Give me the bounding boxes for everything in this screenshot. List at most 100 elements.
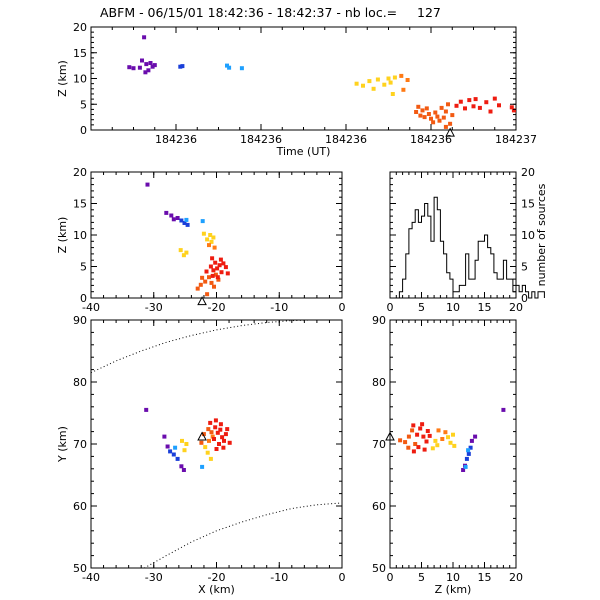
- source-point: [179, 464, 184, 469]
- source-point: [148, 61, 153, 65]
- source-point: [184, 217, 189, 222]
- source-point: [219, 270, 224, 275]
- y2-tick-label: 15: [521, 198, 535, 211]
- source-point: [215, 430, 220, 435]
- source-point: [448, 440, 453, 445]
- source-point: [206, 427, 211, 432]
- source-point: [208, 456, 213, 461]
- x-tick-label: 184236: [240, 133, 282, 146]
- source-point: [411, 449, 416, 454]
- source-point: [144, 62, 149, 67]
- source-point: [388, 80, 393, 85]
- source-point: [422, 115, 427, 120]
- source-point: [497, 103, 501, 108]
- station-marker-triangle: [445, 127, 455, 137]
- source-point: [433, 110, 438, 115]
- source-point: [217, 442, 221, 446]
- x-tick-label: 184236: [410, 133, 452, 146]
- source-point: [131, 66, 136, 71]
- source-point: [413, 442, 418, 446]
- source-point: [469, 438, 474, 443]
- source-point: [204, 269, 209, 274]
- source-point: [178, 64, 183, 69]
- source-point: [411, 423, 416, 428]
- source-point: [218, 427, 223, 432]
- source-point: [223, 265, 228, 270]
- source-point: [184, 250, 189, 255]
- source-point: [213, 272, 218, 277]
- source-point: [220, 435, 225, 440]
- source-point: [454, 103, 459, 108]
- figure-title: ABFM - 06/15/01 18:42:36 - 18:42:37 - nb…: [100, 5, 441, 20]
- y-tick-label: 20: [73, 166, 87, 179]
- x-tick-label: 184236: [325, 133, 367, 146]
- source-point: [484, 100, 489, 105]
- x-tick-label: 184237: [495, 133, 537, 146]
- source-point: [443, 109, 448, 114]
- source-point: [201, 231, 206, 236]
- y-tick-label: 5: [80, 98, 87, 111]
- source-point: [403, 440, 408, 445]
- y-tick-label: 50: [73, 562, 87, 575]
- source-point: [492, 96, 497, 101]
- source-point: [414, 110, 419, 114]
- x-tick-label: -30: [145, 571, 163, 584]
- source-point: [511, 108, 516, 113]
- source-point: [463, 106, 467, 111]
- station-marker-triangle: [197, 296, 207, 306]
- source-point: [477, 105, 482, 110]
- range-ring-dotted: [144, 502, 343, 569]
- source-point: [215, 266, 220, 271]
- y-tick-label: 0: [80, 124, 87, 137]
- source-point: [422, 447, 427, 452]
- source-point: [179, 218, 184, 223]
- x-tick-label: -20: [208, 571, 226, 584]
- source-point: [458, 99, 463, 104]
- source-point: [410, 428, 415, 433]
- y-axis-label: Z (km): [56, 217, 69, 254]
- source-point: [488, 109, 493, 114]
- source-point: [205, 450, 210, 455]
- source-point: [473, 97, 478, 102]
- source-point: [140, 58, 144, 63]
- source-point: [416, 445, 421, 450]
- source-point: [142, 35, 147, 40]
- x-tick-label: -30: [145, 301, 163, 314]
- source-point: [406, 434, 411, 439]
- source-point: [448, 121, 453, 126]
- source-point: [180, 64, 185, 69]
- source-point: [198, 282, 203, 287]
- y-tick-label: 10: [73, 73, 87, 86]
- y-axis-label: Z (km): [56, 60, 69, 97]
- source-point: [426, 112, 431, 116]
- source-point: [171, 452, 176, 457]
- source-point: [509, 105, 514, 110]
- y-tick-label: 0: [80, 292, 87, 305]
- x-tick-label: -10: [270, 301, 288, 314]
- source-point: [175, 456, 180, 461]
- source-point: [213, 425, 218, 430]
- source-point: [207, 438, 211, 443]
- source-point: [501, 407, 506, 412]
- source-point: [185, 222, 190, 227]
- y2-tick-label: 0: [521, 292, 528, 305]
- source-point: [440, 437, 445, 441]
- source-point: [446, 435, 450, 440]
- source-point: [227, 65, 232, 70]
- source-point: [420, 108, 425, 113]
- station-marker-triangle: [385, 431, 395, 441]
- y-axis-label: Y (km): [56, 426, 69, 463]
- source-point: [218, 422, 223, 427]
- source-point: [421, 434, 426, 439]
- source-point: [199, 440, 204, 445]
- source-point: [212, 284, 216, 289]
- source-point: [390, 92, 395, 96]
- x-tick-label: 0: [387, 571, 394, 584]
- source-point: [216, 277, 221, 282]
- source-point: [210, 273, 215, 278]
- source-point: [398, 438, 403, 443]
- source-point: [405, 78, 410, 82]
- x-tick-label: 20: [509, 301, 523, 314]
- source-point: [182, 221, 187, 225]
- source-point: [463, 464, 468, 469]
